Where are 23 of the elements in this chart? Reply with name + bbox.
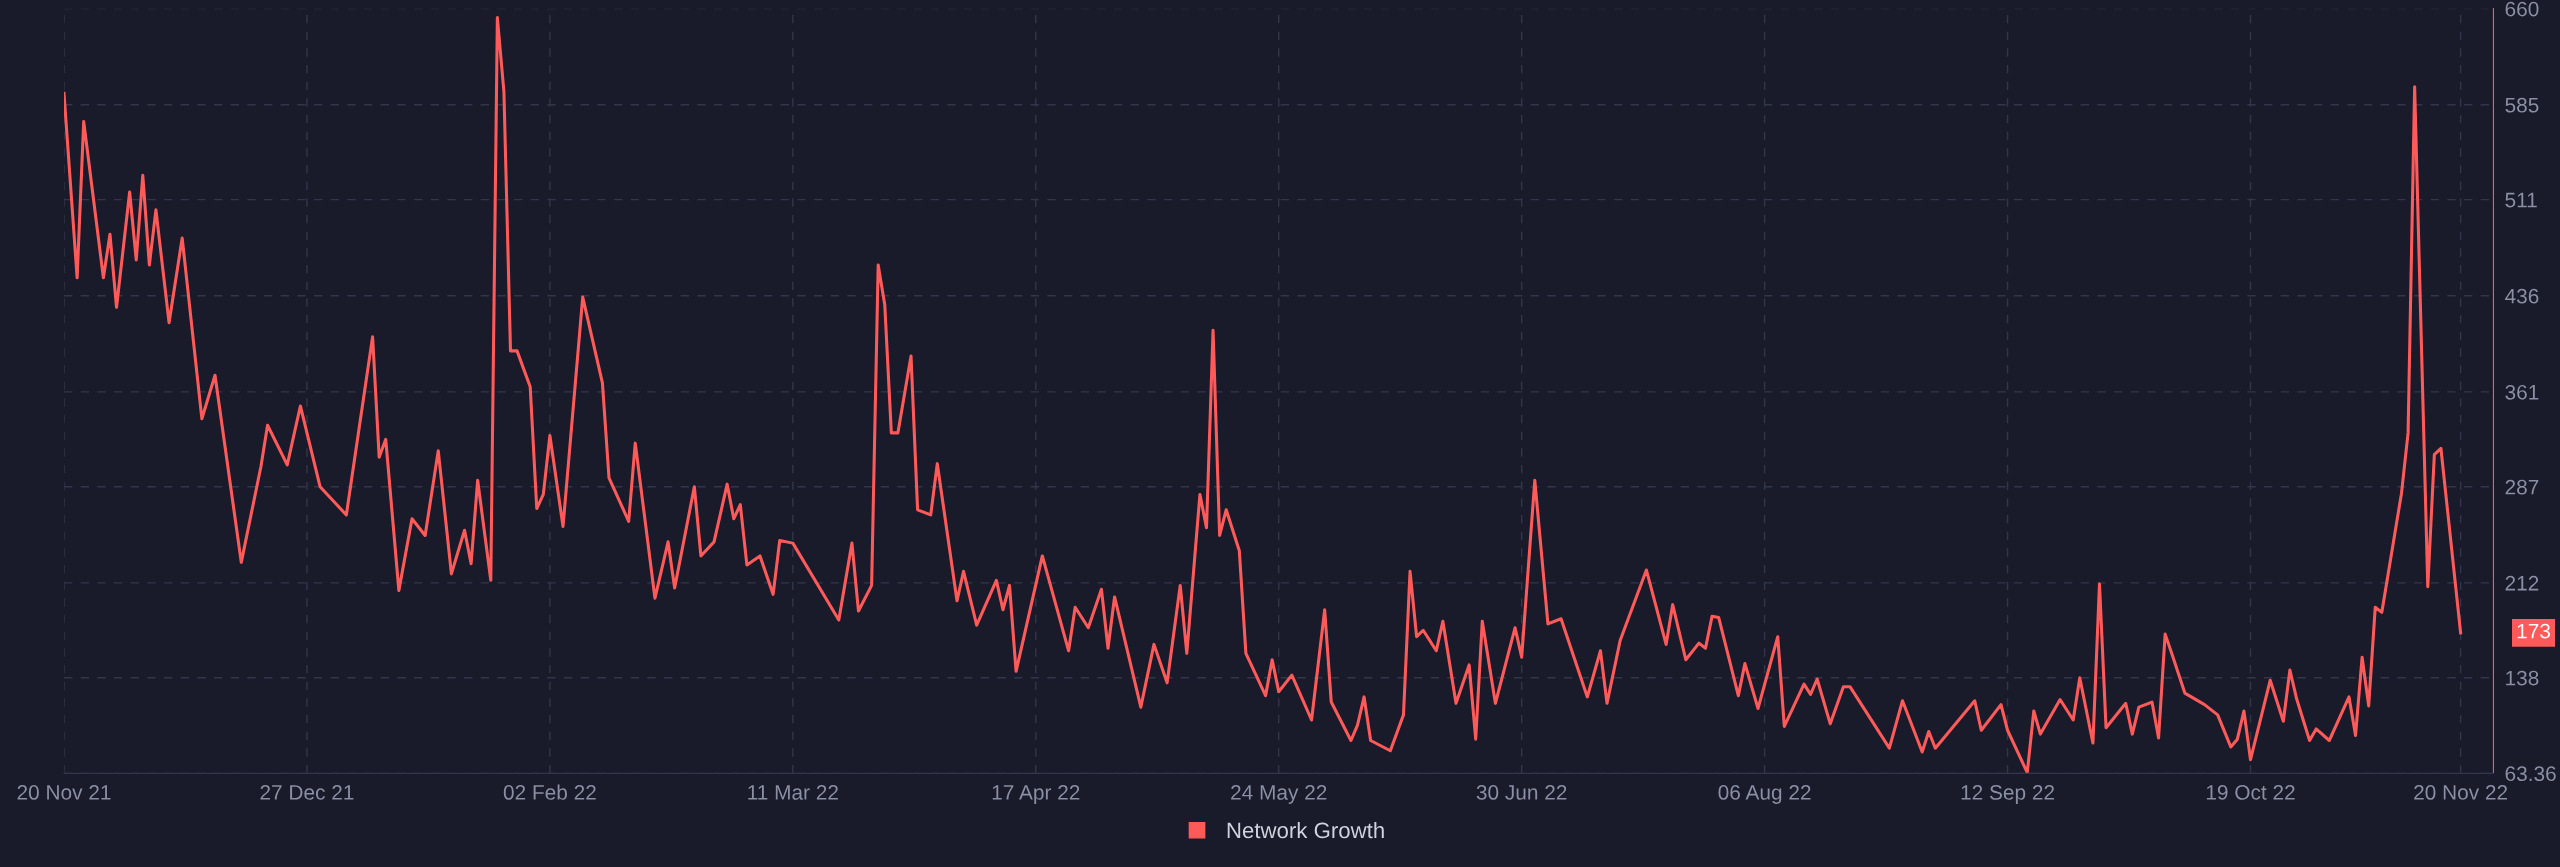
y-tick-label: 511 [2505,192,2537,208]
x-tick-label: 19 Oct 22 [2206,785,2295,800]
x-tick-label: 11 Mar 22 [748,785,838,800]
x-tick-label: 20 Nov 21 [17,785,111,800]
x-tick-label: 06 Aug 22 [1718,785,1811,804]
y-tick-label: 287 [2505,479,2539,495]
y-tick-label: 585 [2505,97,2539,113]
x-tick-label: 17 Apr 22 [992,785,1080,804]
y-tick-label: 361 [2505,384,2539,400]
y-tick-label: 660 [2505,1,2539,17]
x-tick-label: 27 Dec 21 [260,785,354,800]
x-tick-label: 24 May 22 [1231,785,1327,804]
line-series [64,16,2463,774]
x-tick-label: 02 Feb 22 [503,784,596,800]
y-tick-label: 138 [2506,670,2539,686]
legend-label: Network Growth [1227,821,1384,839]
x-tick-label: 30 Jun 22 [1476,785,1567,800]
x-tick-label: 20 Nov 22 [2414,785,2508,800]
y-tick-label: 436 [2505,288,2539,304]
annotation: 173 [2517,623,2551,639]
y-tick-label: 212 [2505,575,2539,591]
x-tick-label: 12 Sep 22 [1961,785,2055,804]
y-tick-label: 63.36 [2505,766,2556,782]
